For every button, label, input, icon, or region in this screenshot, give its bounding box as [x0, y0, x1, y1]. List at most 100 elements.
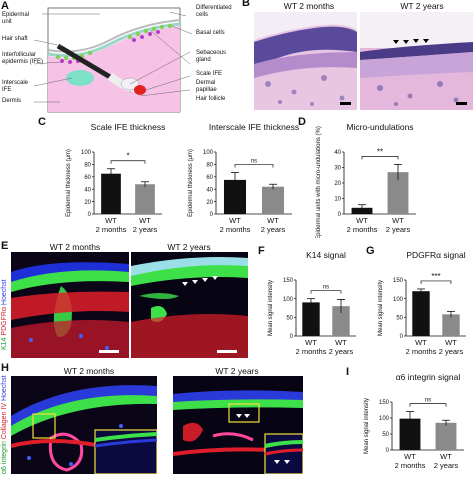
label-dermal-papillae: Dermal papillae: [196, 80, 217, 93]
y-tick-label: 60: [206, 175, 213, 181]
y-tick-label: 100: [283, 297, 294, 303]
chart-title: K14 signal: [306, 250, 346, 260]
significance-bracket: [409, 403, 447, 407]
y-tick-label: 80: [206, 163, 213, 169]
label-epidermal-unit: Epidermal unit: [2, 12, 30, 25]
chart-title: α6 integrin signal: [396, 372, 461, 382]
x-tick-label: WT: [305, 338, 317, 347]
y-tick-label: 100: [393, 297, 404, 303]
significance-label: ns: [323, 285, 329, 291]
significance-label: ns: [425, 398, 431, 404]
y-tick-label: 0: [210, 212, 214, 218]
y-tick-label: 10: [334, 197, 341, 203]
y-tick-label: 60: [84, 175, 91, 181]
chart-i: α6 integrin signal 0 50 100 150 Mean signal i…: [348, 370, 472, 474]
x-tick-label: WT: [404, 452, 416, 461]
panel-b-letter: B: [242, 0, 250, 9]
significance-bracket: [234, 164, 274, 168]
y-tick-label: 40: [206, 187, 213, 193]
y-tick-label: 0: [386, 448, 390, 454]
y-tick-label: 0: [400, 334, 404, 340]
panel-i-letter: I: [346, 366, 350, 378]
fluorescence-h-2-months: [11, 376, 157, 474]
x-tick-label: WT: [139, 216, 151, 225]
significance-label: ns: [251, 158, 257, 164]
significance-label: **: [377, 147, 383, 156]
panel-e-left-title: WT 2 months: [49, 242, 101, 252]
bar-0: [101, 173, 121, 214]
label-scale-ife: Scale IFE: [196, 71, 223, 77]
chart-title: Micro-undulations: [346, 122, 413, 132]
label-hair-follicle: Hair follicle: [196, 96, 226, 102]
panel-e-side-k14: K14: [1, 337, 8, 350]
x-tick-label: WT: [267, 216, 279, 225]
chart-g: PDGFRα signal 0 50 100 150 Mean signal intens…: [362, 248, 474, 360]
x-tick-label-sub: 2 years: [133, 225, 158, 234]
bar-1: [332, 306, 350, 336]
y-tick-label: 150: [283, 278, 294, 284]
chart-title: Scale IFE thickness: [91, 122, 166, 132]
x-tick-label-sub: 2 months: [96, 225, 127, 234]
x-tick-label: WT: [445, 338, 457, 347]
label-sebaceous-gland: Sebaceous gland: [196, 50, 227, 63]
y-tick-label: 20: [206, 200, 213, 206]
panel-h-left-title: WT 2 months: [63, 366, 115, 376]
y-axis-label: Epidermal thickness (μm): [66, 149, 72, 217]
y-tick-label: 0: [290, 334, 294, 340]
y-tick-label: 50: [382, 432, 389, 438]
x-tick-label: WT: [356, 216, 368, 225]
bar-0: [412, 291, 430, 336]
label-dermis: Dermis: [2, 98, 21, 104]
y-axis-label: Epidermal thickness (μm): [188, 149, 194, 217]
y-tick-label: 20: [84, 200, 91, 206]
y-tick-label: 50: [286, 316, 293, 322]
x-tick-label: WT: [335, 338, 347, 347]
x-tick-label: WT: [415, 338, 427, 347]
panel-h-side-collagen: Collagen IV: [1, 403, 8, 440]
y-tick-label: 40: [84, 187, 91, 193]
bar-0: [223, 179, 247, 214]
y-tick-label: 100: [81, 150, 92, 156]
label-hair-shaft: Hair shaft: [2, 36, 28, 42]
bar-1: [387, 172, 409, 214]
panel-c-letter: C: [38, 116, 46, 128]
label-interscale-ife: Interscale IFE: [2, 80, 29, 93]
bar-0: [399, 418, 421, 450]
y-tick-label: 100: [203, 150, 214, 156]
significance-label: *: [126, 152, 129, 161]
y-axis-label: Mean signal intensity: [364, 398, 370, 454]
x-tick-label-sub: 2 years: [329, 347, 354, 356]
chart-f: K14 signal 0 50 100 150 Mean signal intensity…: [252, 248, 364, 360]
significance-bracket: [420, 280, 452, 284]
y-tick-label: 80: [84, 163, 91, 169]
panel-h-side-a6: α6 integrin: [1, 441, 8, 474]
panel-b-right-title: WT 2 years: [400, 1, 444, 11]
x-tick-label-sub: 2 months: [395, 461, 426, 470]
x-tick-label-sub: 2 months: [347, 225, 378, 234]
chart-svg-F: K14 signal 0 50 100 150 Mean signal intensity…: [268, 250, 356, 356]
x-tick-label: WT: [229, 216, 241, 225]
bar-1: [442, 314, 460, 336]
y-tick-label: 0: [338, 212, 342, 218]
panel-e-letter: E: [1, 240, 9, 252]
chart-d: Micro-undulations 0 10 20 30 40 Epidermal unit…: [300, 120, 424, 240]
y-tick-label: 0: [88, 212, 92, 218]
significance-bracket: [110, 160, 146, 164]
x-tick-label: WT: [440, 452, 452, 461]
y-tick-label: 150: [379, 400, 390, 406]
panel-e-side-hoechst: Hoechst: [1, 279, 8, 306]
chart-svg-C2: Interscale IFE thickness 0 20 40 60 80 100 Epid…: [188, 122, 299, 234]
x-tick-label-sub: 2 months: [220, 225, 251, 234]
chart-svg-D: Micro-undulations 0 10 20 30 40 Epidermal unit…: [316, 122, 416, 240]
skin-schematic: [33, 7, 193, 113]
x-tick-label-sub: 2 years: [386, 225, 411, 234]
x-tick-label: WT: [392, 216, 404, 225]
panel-e-right-title: WT 2 years: [167, 242, 211, 252]
panel-h-side-hoechst: Hoechst: [1, 375, 8, 402]
chart-title: PDGFRα signal: [406, 250, 465, 260]
panel-h-right-title: WT 2 years: [215, 366, 259, 376]
chart-svg-C1: Scale IFE thickness 0 20 40 60 80 100 Epidermal…: [66, 122, 166, 234]
y-tick-label: 30: [334, 166, 341, 172]
significance-label: ***: [431, 272, 440, 281]
panel-h-letter: H: [1, 362, 9, 374]
